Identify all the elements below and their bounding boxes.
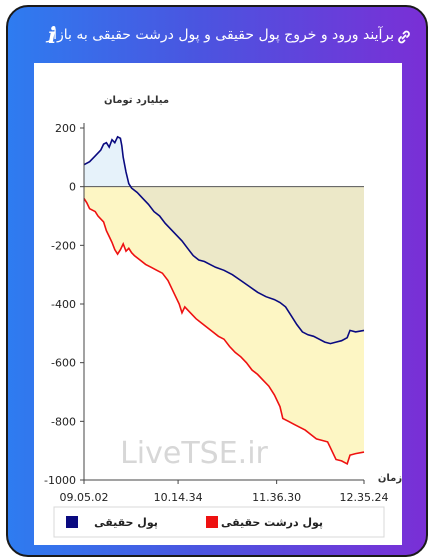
widget-title: برآیند ورود و خروج پول حقیقی و پول درشت …: [46, 27, 394, 43]
series-line-real-money: [83, 135, 365, 345]
y-axis-label: میلیارد تومان: [104, 95, 169, 106]
x-tick-label: 09.05.02: [60, 491, 109, 504]
chart-panel: 200 0 -200 -400 -600 -800 -1000 09.05.02 10.14.3…: [34, 63, 402, 545]
y-tick-label: -1000: [44, 474, 76, 487]
x-tick-label: 11.36.30: [252, 491, 301, 504]
line-chart: 200 0 -200 -400 -600 -800 -1000 09.05.02 10.14.3…: [44, 95, 402, 538]
x-tick-label: 10.14.34: [154, 491, 203, 504]
area-real-money-positive: [84, 136, 131, 187]
widget-header: i برآیند ورود و خروج پول حقیقی و پول درش…: [8, 7, 426, 65]
y-tick-label: 0: [69, 181, 76, 194]
x-axis-label: زمان: [378, 473, 402, 484]
y-tick-label: -400: [51, 298, 76, 311]
link-icon[interactable]: [396, 29, 412, 45]
chart-legend: پول حقیقی پول درشت حقیقی: [53, 506, 385, 538]
widget-frame: i برآیند ورود و خروج پول حقیقی و پول درش…: [6, 5, 428, 557]
x-tick-label: 12.35.24: [340, 491, 389, 504]
y-tick-label: -600: [51, 357, 76, 370]
y-tick-label: 200: [55, 122, 76, 135]
watermark: LiveTSE.ir: [120, 436, 268, 471]
legend-swatch-big-real-money: [206, 516, 218, 528]
legend-swatch-real-money: [66, 516, 78, 528]
legend-label-big-real-money: پول درشت حقیقی: [221, 516, 323, 529]
legend-label-real-money: پول حقیقی: [94, 516, 158, 529]
area-real-money-negative: [84, 186, 364, 344]
series-line-big-real-money: [83, 197, 365, 466]
y-tick-label: -800: [51, 415, 76, 428]
y-tick-label: -200: [51, 239, 76, 252]
info-icon[interactable]: i: [48, 23, 57, 49]
